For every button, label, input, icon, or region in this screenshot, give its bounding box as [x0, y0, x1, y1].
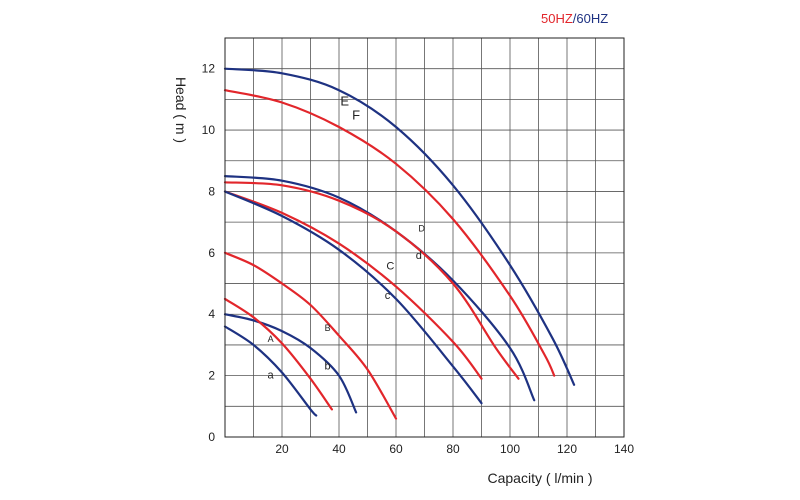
curves	[223, 67, 576, 420]
curve-labels: EF Dd Cc Bb Aa	[268, 94, 426, 382]
curve-a	[223, 325, 318, 417]
curve-label-b: b	[325, 360, 331, 372]
y-tick-label: 12	[202, 62, 216, 76]
legend-50hz: 50HZ	[541, 11, 573, 26]
plot-frame	[224, 37, 625, 438]
x-tick-label: 140	[614, 442, 634, 456]
x-tick-label: 80	[446, 442, 460, 456]
curve-label-E: E	[340, 94, 349, 109]
tick-labels: 20 40 60 80 100 120 140 0 2 4 6 8 10 12	[202, 62, 635, 456]
curve-E	[223, 67, 576, 386]
legend-60hz: 60HZ	[576, 11, 609, 26]
curve-A	[223, 297, 333, 411]
legend-separator: /	[572, 11, 577, 26]
curve-B	[223, 251, 398, 420]
y-tick-label: 0	[208, 430, 215, 444]
curve-D	[223, 175, 536, 402]
curve-label-C: C	[386, 261, 394, 273]
curve-C	[223, 190, 483, 380]
curve-label-F: F	[352, 107, 360, 122]
y-tick-label: 10	[202, 123, 216, 137]
y-tick-label: 6	[208, 246, 215, 260]
y-tick-label: 4	[208, 307, 215, 321]
y-tick-label: 8	[208, 184, 215, 198]
curve-F	[223, 89, 556, 377]
curve-c	[223, 190, 483, 405]
curve-label-B: B	[325, 323, 331, 333]
curve-label-D: D	[418, 223, 425, 233]
x-tick-label: 20	[275, 442, 289, 456]
x-tick-label: 100	[500, 442, 520, 456]
x-tick-label: 60	[389, 442, 403, 456]
curve-label-c: c	[385, 290, 391, 302]
curve-label-A: A	[268, 334, 274, 344]
x-tick-label: 40	[332, 442, 346, 456]
curve-b	[223, 313, 358, 414]
frequency-legend: 50HZ/60HZ	[541, 11, 608, 26]
curve-label-a: a	[268, 370, 275, 382]
curve-d	[223, 181, 520, 380]
x-axis-title: Capacity ( l/min )	[487, 470, 592, 486]
y-tick-label: 2	[208, 369, 215, 383]
x-tick-label: 120	[557, 442, 577, 456]
curve-label-d: d	[416, 250, 422, 262]
y-axis-title: Head ( m )	[173, 77, 189, 143]
